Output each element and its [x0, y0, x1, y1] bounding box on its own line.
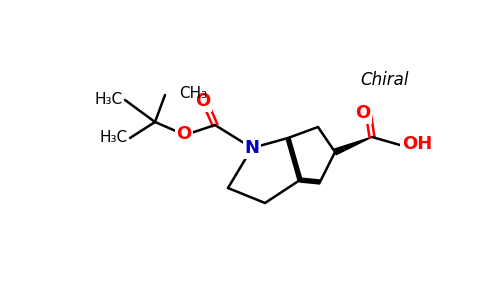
Text: O: O	[176, 125, 192, 143]
Text: N: N	[244, 139, 259, 157]
Text: CH₃: CH₃	[179, 86, 207, 101]
Polygon shape	[300, 178, 320, 184]
Text: H₃C: H₃C	[100, 130, 128, 145]
Text: H₃C: H₃C	[95, 92, 123, 106]
Text: Chiral: Chiral	[361, 71, 409, 89]
Text: O: O	[355, 104, 371, 122]
Polygon shape	[286, 137, 302, 181]
Polygon shape	[334, 137, 372, 155]
Text: O: O	[196, 92, 211, 110]
Text: OH: OH	[402, 135, 432, 153]
